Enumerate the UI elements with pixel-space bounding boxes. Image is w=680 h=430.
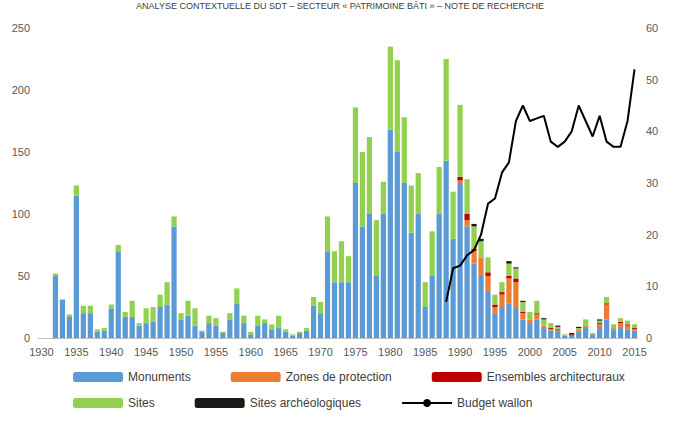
svg-text:1940: 1940: [99, 346, 123, 358]
svg-text:1990: 1990: [448, 346, 472, 358]
svg-text:0: 0: [646, 332, 652, 344]
svg-text:1935: 1935: [64, 346, 88, 358]
svg-text:Sites archéologiques: Sites archéologiques: [250, 396, 361, 410]
svg-text:1960: 1960: [239, 346, 263, 358]
svg-text:10: 10: [646, 280, 658, 292]
svg-text:60: 60: [646, 22, 658, 34]
svg-text:1985: 1985: [413, 346, 437, 358]
svg-text:Zones de protection: Zones de protection: [286, 370, 392, 384]
svg-text:50: 50: [646, 74, 658, 86]
svg-text:1975: 1975: [343, 346, 367, 358]
svg-text:1970: 1970: [308, 346, 332, 358]
svg-text:1930: 1930: [29, 346, 53, 358]
svg-text:200: 200: [12, 84, 30, 96]
svg-text:0: 0: [24, 332, 30, 344]
svg-text:Sites: Sites: [128, 396, 155, 410]
svg-text:Budget wallon: Budget wallon: [457, 396, 532, 410]
svg-text:2015: 2015: [622, 346, 646, 358]
svg-text:Monuments: Monuments: [128, 370, 191, 384]
svg-text:50: 50: [18, 270, 30, 282]
svg-text:2000: 2000: [518, 346, 542, 358]
svg-text:1945: 1945: [134, 346, 158, 358]
svg-text:1965: 1965: [273, 346, 297, 358]
svg-text:2010: 2010: [587, 346, 611, 358]
svg-text:Ensembles architecturaux: Ensembles architecturaux: [487, 370, 625, 384]
svg-text:1995: 1995: [483, 346, 507, 358]
svg-text:150: 150: [12, 146, 30, 158]
svg-text:40: 40: [646, 125, 658, 137]
svg-text:250: 250: [12, 22, 30, 34]
svg-text:1955: 1955: [204, 346, 228, 358]
svg-text:100: 100: [12, 208, 30, 220]
svg-text:1950: 1950: [169, 346, 193, 358]
svg-text:ANALYSE CONTEXTUELLE DU SDT –: ANALYSE CONTEXTUELLE DU SDT – SECTEUR « …: [136, 1, 544, 11]
svg-text:30: 30: [646, 177, 658, 189]
svg-text:1980: 1980: [378, 346, 402, 358]
svg-text:2005: 2005: [553, 346, 577, 358]
svg-text:20: 20: [646, 229, 658, 241]
